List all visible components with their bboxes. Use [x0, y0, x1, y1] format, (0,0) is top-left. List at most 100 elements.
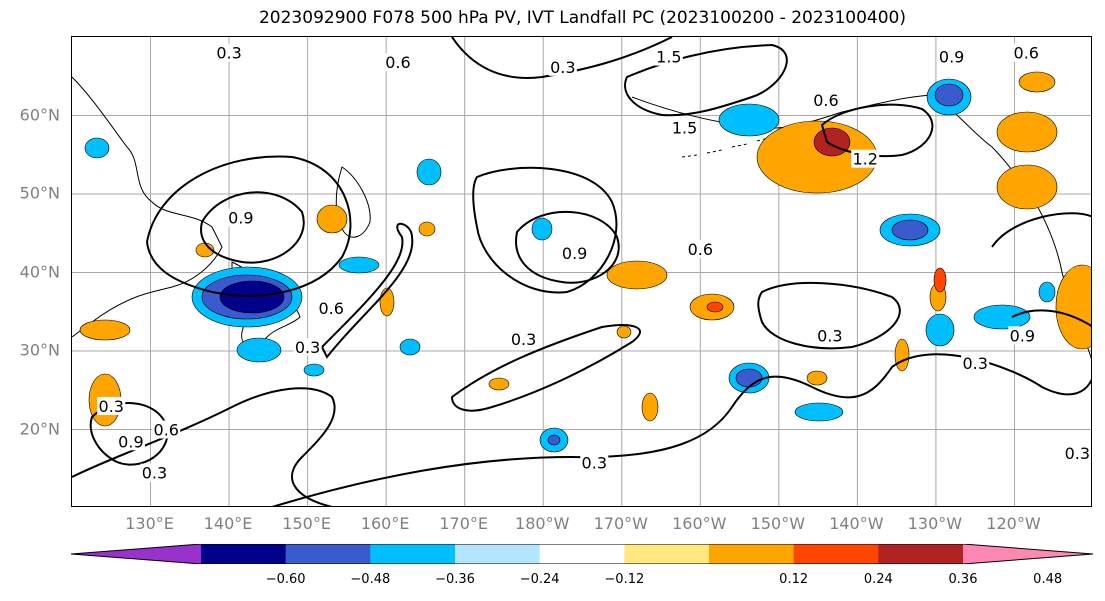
contour-label-background [815, 326, 844, 345]
colorbar-segment [370, 544, 456, 564]
colorbar-tick-label: 0.48 [1033, 572, 1063, 587]
contour-label: 0.3 [295, 338, 320, 357]
contour-label-background [1008, 326, 1037, 345]
map-title: 2023092900 F078 500 hPa PV, IVT Landfall… [258, 8, 906, 28]
ivt-pc-patch [806, 370, 828, 386]
colorbar-segment [878, 544, 964, 564]
contour-label: 0.6 [688, 240, 713, 259]
contour-label-background [686, 239, 715, 258]
contour-label: 0.3 [99, 397, 124, 416]
latitude-label: 30°N [19, 340, 60, 360]
ivt-pc-patch [303, 363, 325, 377]
ivt-pc-patch [84, 137, 110, 159]
contour-label-background [580, 453, 609, 472]
ivt-pc-patch [706, 301, 724, 313]
pv-contour-line [515, 211, 620, 284]
latitude-label: 20°N [19, 419, 60, 438]
longitude-label: 150°E [282, 514, 331, 533]
contour-label-background [317, 298, 346, 317]
colorbar [71, 544, 1093, 564]
ivt-pc-patch [1055, 264, 1091, 350]
ivt-pc-patch [891, 219, 929, 241]
longitude-label: 130°W [907, 514, 963, 533]
colorbar-tick-label: 0.24 [863, 572, 893, 587]
ivt-pc-patch [973, 304, 1031, 330]
pv-contour-line [450, 324, 641, 412]
ivt-pc-patch [1038, 281, 1056, 303]
contour-label-background [1012, 43, 1041, 62]
colorbar-segment [624, 544, 710, 564]
colorbar-segment [709, 544, 795, 564]
contour-label: 0.3 [817, 326, 842, 345]
colorbar-tick-label: −0.60 [265, 572, 306, 587]
asia-coastline [72, 76, 223, 338]
map-panel[interactable]: 0.3 0.6 0.3 1.5 1.5 0.6 1.2 0.9 0.6 0.9 0.6 0.9 0.6 0… [71, 36, 1092, 507]
contour-label-background [383, 53, 412, 72]
longitude-label: 150°W [750, 514, 806, 533]
contour-label: 0.9 [118, 432, 143, 451]
pv-contour-line [472, 166, 618, 294]
ivt-pc-patch [236, 337, 282, 363]
contour-label-background [293, 338, 322, 357]
contour-label-background [226, 208, 255, 227]
contour-label: 0.6 [813, 91, 838, 110]
colorbar-extend-low [71, 544, 201, 564]
ivt-pc-patch [606, 260, 668, 290]
pv-contours [72, 37, 1091, 506]
ivt-pc-patch [399, 338, 421, 356]
ivt-pc-patch [813, 127, 851, 157]
colorbar-tick-label: −0.48 [350, 572, 391, 587]
contour-label-background [654, 47, 683, 66]
ivt-pc-patch [934, 83, 964, 107]
contour-label-background [215, 43, 244, 62]
contour-label: 0.3 [582, 453, 607, 472]
ivt-pc-patch [925, 313, 955, 347]
contour-label-background [670, 118, 699, 137]
colorbar-tick-label: 0.12 [779, 572, 809, 587]
ivt-pc-patch [79, 319, 131, 341]
latitude-label: 40°N [19, 262, 60, 281]
aleutian-islands [681, 136, 773, 158]
latitude-label: 60°N [19, 105, 60, 124]
contour-label: 0.3 [511, 330, 536, 349]
contour-label-background [509, 330, 538, 349]
pv-contour-line [624, 43, 788, 117]
contour-label-background [851, 149, 880, 168]
ivt-pc-patch [488, 377, 510, 391]
colorbar-segment [455, 544, 541, 564]
ivt-pc-patch [379, 287, 395, 317]
ivt-pc-shading [79, 71, 1091, 453]
ivt-pc-patch [794, 402, 844, 422]
contour-label-background [811, 90, 840, 109]
contour-label: 1.5 [656, 48, 681, 67]
pv-contour-line [145, 155, 352, 297]
contour-label-background [140, 463, 169, 482]
longitude-label: 160°W [672, 514, 727, 533]
pv-contour-line [1011, 309, 1091, 327]
contour-label: 1.2 [853, 150, 878, 169]
colorbar-segment [793, 544, 879, 564]
contour-label-background [937, 47, 966, 66]
longitude-label: 170°W [593, 514, 648, 533]
ivt-pc-patch [894, 338, 910, 372]
ivt-pc-patch [735, 368, 763, 388]
pv-contour-line [271, 353, 1091, 506]
ivt-pc-patch [416, 158, 442, 186]
contour-label: 0.3 [142, 464, 167, 483]
ivt-pc-patch [531, 217, 553, 241]
colorbar-segment [539, 544, 625, 564]
contour-label: 0.3 [962, 354, 987, 373]
contour-label-background [97, 396, 126, 415]
contour-label: 0.3 [550, 58, 575, 77]
map-canvas[interactable]: 0.3 0.6 0.3 1.5 1.5 0.6 1.2 0.9 0.6 0.9 0.6 0.9 0.6 0… [72, 37, 1092, 507]
colorbar-segment [285, 544, 371, 564]
contour-label-background [152, 420, 181, 439]
contour-label-background [548, 57, 577, 76]
contour-label: 0.6 [318, 299, 343, 318]
longitude-label: 120°W [986, 514, 1041, 533]
latitude-label: 50°N [19, 183, 60, 203]
contour-label: 0.9 [939, 48, 964, 67]
ivt-pc-patch [338, 256, 380, 274]
ivt-pc-patch [418, 221, 436, 237]
contour-label: 0.6 [154, 421, 179, 440]
